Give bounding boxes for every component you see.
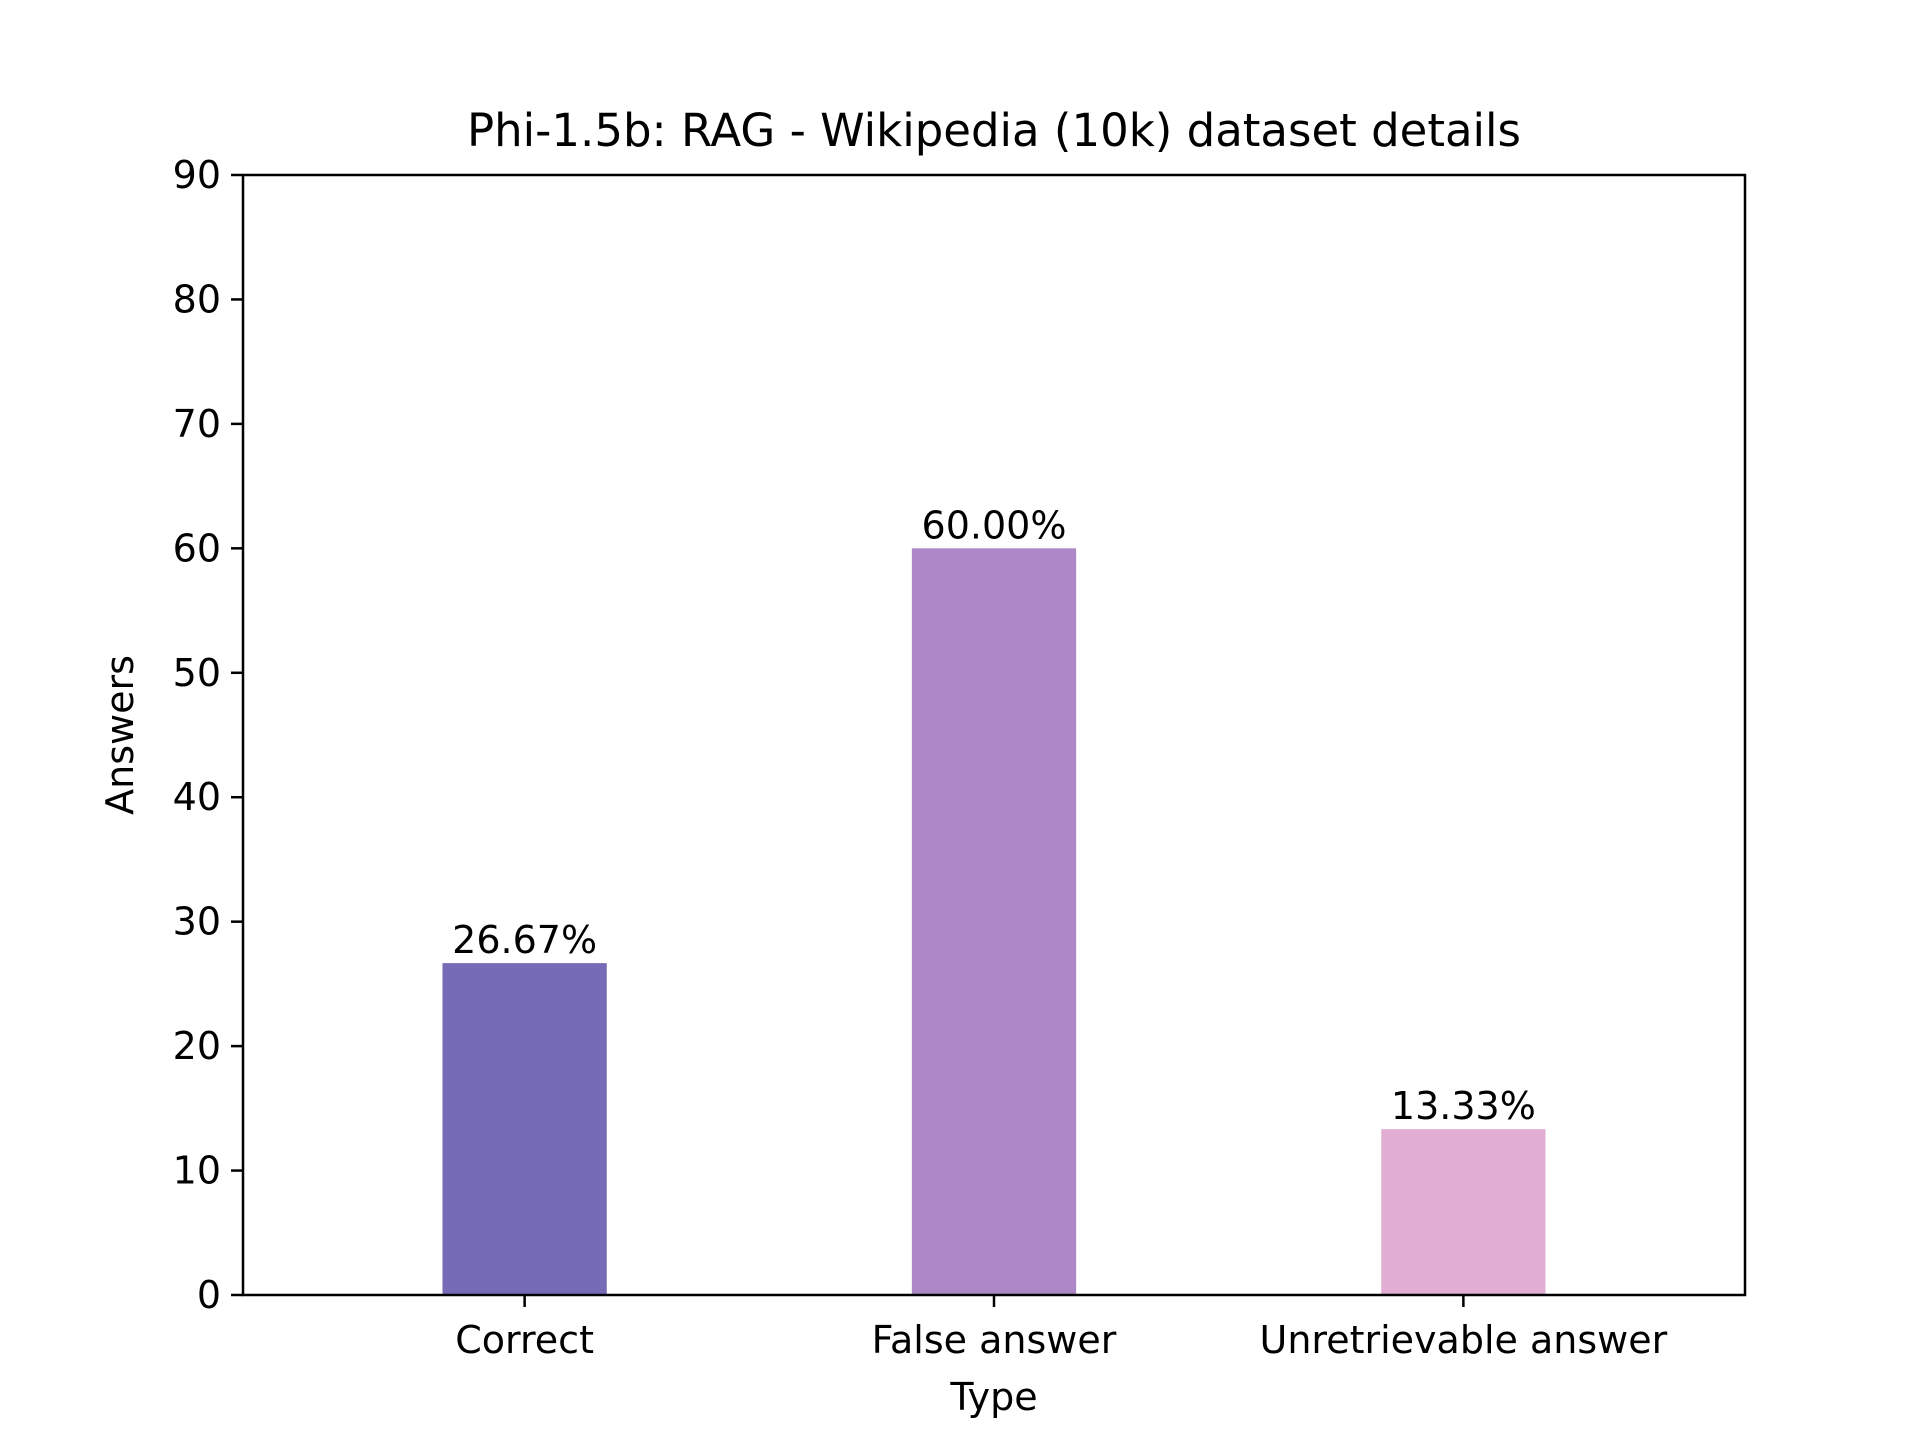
y-tick-label: 0 — [197, 1273, 221, 1317]
x-tick-label: Correct — [455, 1318, 594, 1362]
y-tick-label: 40 — [173, 775, 221, 819]
x-axis: Correct False answer Unretrievable answer — [455, 1295, 1668, 1362]
bar-value-label: 13.33% — [1391, 1084, 1536, 1128]
y-tick-label: 20 — [173, 1024, 221, 1068]
bar — [442, 963, 607, 1295]
y-tick-label: 10 — [173, 1149, 221, 1193]
chart-title: Phi-1.5b: RAG - Wikipedia (10k) dataset … — [467, 104, 1521, 157]
y-tick-label: 90 — [173, 153, 221, 197]
x-tick-label: False answer — [872, 1318, 1117, 1362]
bar-value-label: 60.00% — [922, 503, 1067, 547]
y-tick-label: 30 — [173, 900, 221, 944]
y-tick-label: 50 — [173, 651, 221, 695]
x-axis-label: Type — [949, 1375, 1037, 1419]
y-tick-label: 60 — [173, 526, 221, 570]
y-tick-label: 70 — [173, 402, 221, 446]
y-axis-label: Answers — [98, 655, 142, 815]
plot-frame — [241, 173, 1747, 1297]
x-tick-label: Unretrievable answer — [1260, 1318, 1668, 1362]
bar-labels-layer: 26.67% 60.00% 13.33% — [452, 503, 1536, 1128]
bar-value-label: 26.67% — [452, 918, 597, 962]
y-tick-label: 80 — [173, 277, 221, 321]
bars-layer — [442, 548, 1546, 1295]
y-axis: 0 10 20 30 40 50 60 70 80 90 — [173, 153, 243, 1317]
bar — [911, 548, 1077, 1295]
bar — [1381, 1129, 1546, 1295]
